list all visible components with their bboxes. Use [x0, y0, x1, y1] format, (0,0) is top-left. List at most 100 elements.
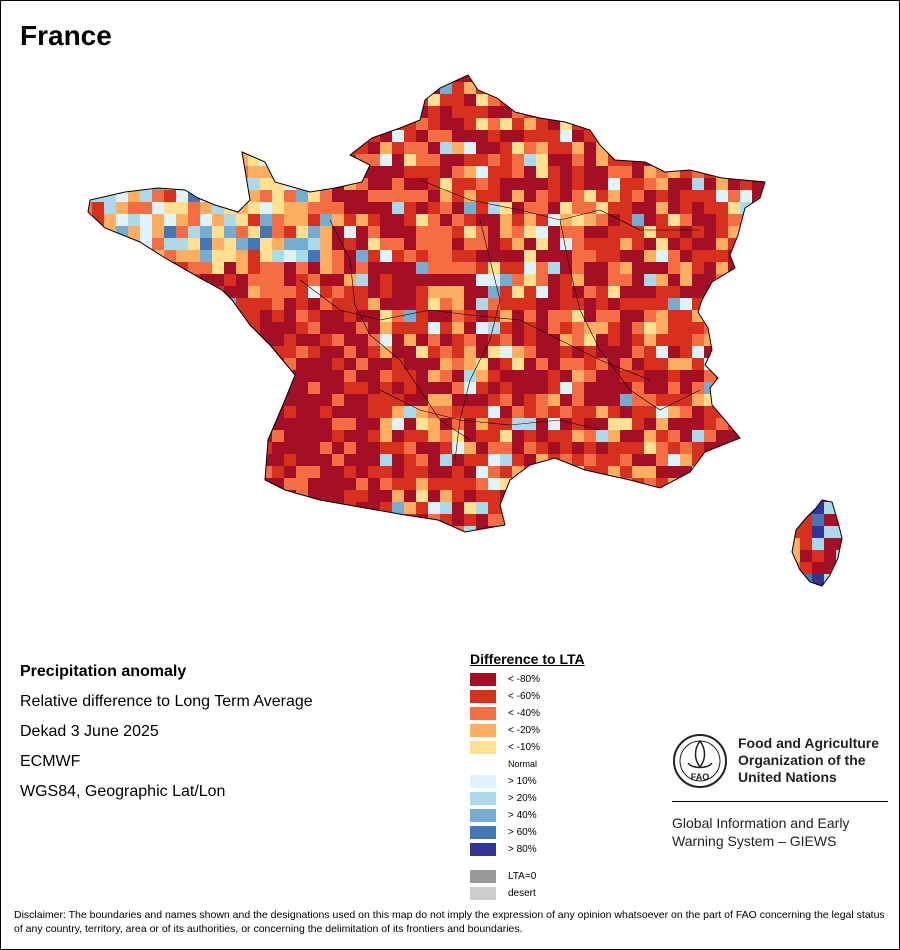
anomaly-cell	[224, 322, 236, 334]
anomaly-cell	[296, 514, 308, 526]
anomaly-cell	[536, 430, 548, 442]
anomaly-cell	[212, 370, 224, 382]
anomaly-cell	[176, 310, 188, 322]
anomaly-cell	[404, 286, 416, 298]
anomaly-cell	[608, 298, 620, 310]
anomaly-cell	[140, 514, 152, 526]
anomaly-cell	[848, 574, 860, 586]
anomaly-cell	[548, 286, 560, 298]
anomaly-cell	[332, 166, 344, 178]
anomaly-cell	[560, 466, 572, 478]
anomaly-cell	[380, 406, 392, 418]
anomaly-cell	[116, 478, 128, 490]
anomaly-cell	[116, 286, 128, 298]
anomaly-cell	[716, 562, 728, 574]
anomaly-cell	[128, 562, 140, 574]
anomaly-cell	[320, 82, 332, 94]
anomaly-cell	[368, 250, 380, 262]
anomaly-cell	[428, 382, 440, 394]
anomaly-cell	[512, 106, 524, 118]
anomaly-cell	[692, 106, 704, 118]
anomaly-cell	[788, 94, 800, 106]
anomaly-cell	[428, 322, 440, 334]
anomaly-cell	[536, 406, 548, 418]
anomaly-cell	[380, 550, 392, 562]
anomaly-cell	[764, 562, 776, 574]
anomaly-cell	[152, 166, 164, 178]
anomaly-cell	[500, 406, 512, 418]
anomaly-cell	[548, 274, 560, 286]
anomaly-cell	[344, 502, 356, 514]
anomaly-cell	[236, 94, 248, 106]
anomaly-cell	[572, 106, 584, 118]
anomaly-cell	[584, 406, 596, 418]
anomaly-cell	[572, 358, 584, 370]
anomaly-cell	[848, 106, 860, 118]
anomaly-cell	[392, 322, 404, 334]
legend-label: < -60%	[508, 691, 540, 702]
anomaly-cell	[368, 526, 380, 538]
anomaly-cell	[332, 286, 344, 298]
anomaly-cell	[740, 154, 752, 166]
anomaly-cell	[248, 526, 260, 538]
anomaly-cell	[152, 382, 164, 394]
anomaly-cell	[140, 526, 152, 538]
anomaly-cell	[692, 346, 704, 358]
anomaly-cell	[572, 250, 584, 262]
anomaly-cell	[128, 406, 140, 418]
anomaly-cell	[416, 430, 428, 442]
anomaly-cell	[536, 334, 548, 346]
anomaly-cell	[380, 562, 392, 574]
anomaly-cell	[308, 166, 320, 178]
anomaly-cell	[140, 154, 152, 166]
anomaly-cell	[776, 166, 788, 178]
anomaly-cell	[440, 550, 452, 562]
anomaly-cell	[128, 214, 140, 226]
anomaly-cell	[188, 178, 200, 190]
anomaly-cell	[488, 310, 500, 322]
anomaly-cell	[476, 466, 488, 478]
anomaly-cell	[164, 346, 176, 358]
anomaly-cell	[152, 550, 164, 562]
anomaly-cell	[728, 550, 740, 562]
anomaly-cell	[188, 346, 200, 358]
anomaly-cell	[452, 502, 464, 514]
anomaly-cell	[704, 214, 716, 226]
legend-row: < -60%	[470, 688, 585, 705]
anomaly-cell	[416, 454, 428, 466]
anomaly-cell	[476, 154, 488, 166]
anomaly-cell	[140, 430, 152, 442]
anomaly-cell	[848, 430, 860, 442]
anomaly-cell	[88, 142, 92, 154]
anomaly-cell	[284, 478, 296, 490]
anomaly-cell	[776, 94, 788, 106]
anomaly-cell	[440, 142, 452, 154]
anomaly-cell	[668, 286, 680, 298]
anomaly-cell	[440, 286, 452, 298]
anomaly-cell	[740, 274, 752, 286]
anomaly-cell	[104, 310, 116, 322]
anomaly-cell	[500, 298, 512, 310]
anomaly-cell	[572, 142, 584, 154]
anomaly-cell	[356, 262, 368, 274]
anomaly-cell	[836, 274, 842, 286]
anomaly-cell	[560, 418, 572, 430]
anomaly-cell	[284, 334, 296, 346]
anomaly-cell	[308, 478, 320, 490]
anomaly-cell	[800, 298, 812, 310]
anomaly-cell	[548, 346, 560, 358]
anomaly-cell	[776, 75, 788, 82]
anomaly-cell	[680, 370, 692, 382]
anomaly-cell	[248, 442, 260, 454]
anomaly-cell	[572, 442, 584, 454]
anomaly-cell	[260, 286, 272, 298]
anomaly-cell	[248, 226, 260, 238]
anomaly-cell	[608, 394, 620, 406]
anomaly-cell	[764, 322, 776, 334]
anomaly-cell	[524, 538, 536, 550]
anomaly-cell	[560, 310, 572, 322]
anomaly-cell	[584, 298, 596, 310]
anomaly-cell	[788, 454, 800, 466]
anomaly-cell	[668, 550, 680, 562]
legend-label: desert	[508, 888, 536, 899]
